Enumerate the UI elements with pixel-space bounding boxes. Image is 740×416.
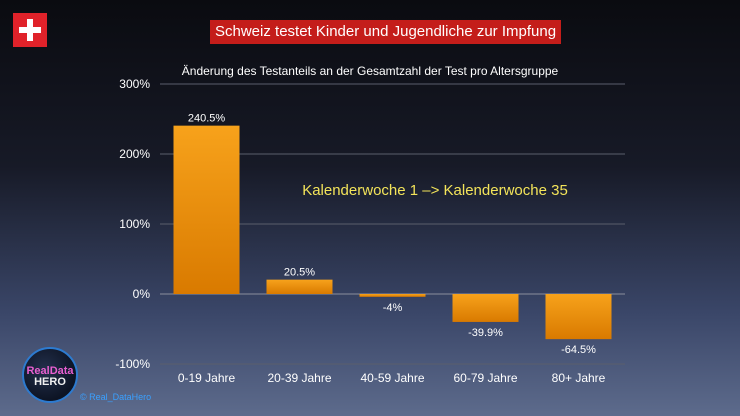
x-tick-label: 0-19 Jahre bbox=[178, 371, 236, 385]
realdatahero-logo bbox=[22, 347, 78, 403]
y-tick-label: -100% bbox=[115, 357, 150, 371]
chart-subtitle: Änderung des Testanteils an der Gesamtza… bbox=[181, 64, 559, 78]
swiss-flag-icon bbox=[13, 13, 47, 47]
logo-text: RealData HERO bbox=[26, 365, 74, 388]
x-tick-label: 20-39 Jahre bbox=[267, 371, 331, 385]
y-tick-label: 0% bbox=[133, 287, 151, 301]
x-tick-label: 60-79 Jahre bbox=[453, 371, 517, 385]
data-label: -4% bbox=[383, 302, 403, 314]
y-tick-label: 200% bbox=[119, 147, 150, 161]
page-title: Schweiz testet Kinder und Jugendliche zu… bbox=[210, 20, 562, 44]
credit-text: © Real_DataHero bbox=[80, 392, 152, 402]
data-label: 240.5% bbox=[188, 113, 226, 125]
bar bbox=[359, 294, 426, 297]
data-label: -39.9% bbox=[468, 327, 503, 339]
data-label: 20.5% bbox=[284, 267, 315, 279]
x-tick-label: 80+ Jahre bbox=[552, 371, 606, 385]
bar bbox=[266, 279, 333, 294]
bar bbox=[545, 294, 612, 340]
chart-annotation: Kalenderwoche 1 –> Kalenderwoche 35 bbox=[302, 182, 568, 199]
data-label: -64.5% bbox=[561, 344, 596, 356]
x-tick-label: 40-59 Jahre bbox=[360, 371, 424, 385]
y-tick-label: 300% bbox=[119, 77, 150, 91]
bar bbox=[452, 294, 519, 322]
y-tick-label: 100% bbox=[119, 217, 150, 231]
bar bbox=[173, 125, 240, 295]
